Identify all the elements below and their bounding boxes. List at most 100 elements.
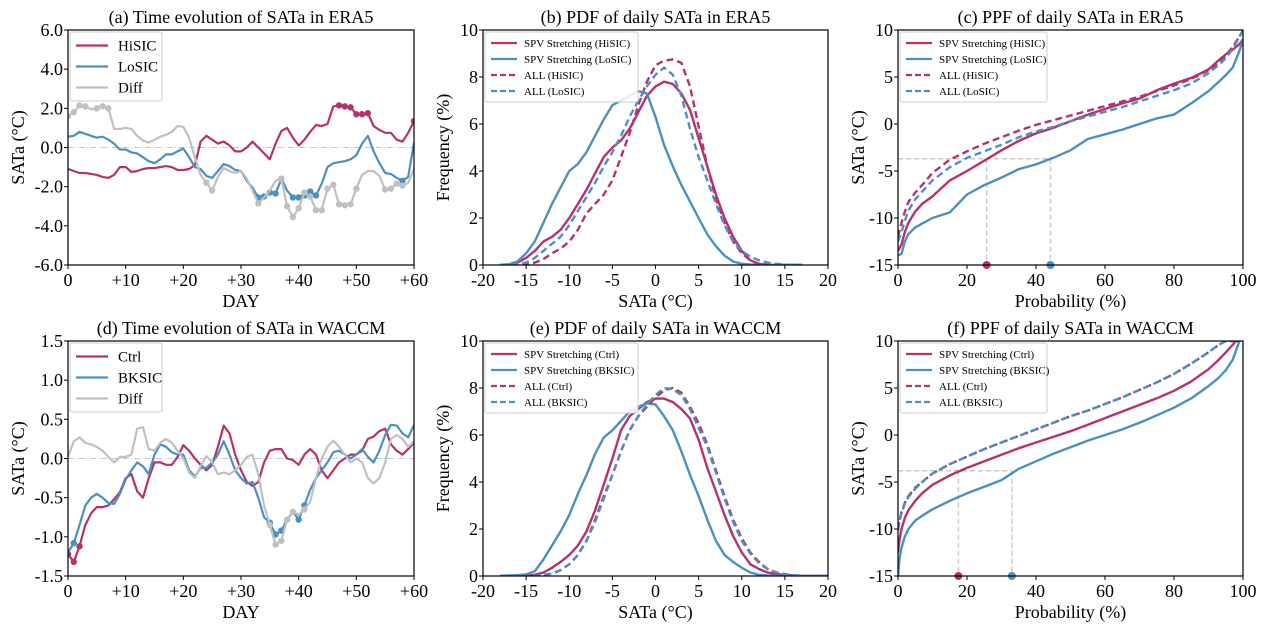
legend-label: SPV Stretching (LoSIC)	[524, 54, 632, 66]
series-line-spv-stretching-hisic-	[500, 80, 803, 265]
y-tick-label: 2	[469, 208, 478, 228]
x-tick-label: 20	[819, 581, 837, 601]
legend: SPV Stretching (HiSIC) SPV Stretching (Lo…	[484, 31, 639, 103]
y-tick-label: 6.0	[41, 20, 64, 40]
x-tick-label: 5	[694, 270, 703, 290]
significance-marker	[203, 179, 210, 186]
x-tick-label: 0	[64, 270, 73, 290]
x-tick-label: -20	[471, 581, 495, 601]
x-tick-label: +30	[227, 270, 255, 290]
significance-marker	[99, 103, 106, 110]
significance-marker	[347, 104, 354, 111]
significance-marker	[295, 194, 302, 201]
significance-marker	[289, 508, 297, 515]
significance-marker	[68, 112, 72, 120]
y-tick-label: 0.0	[41, 138, 64, 158]
x-tick-label: +60	[400, 270, 428, 290]
legend-label: SPV Stretching (HiSIC)	[524, 38, 630, 50]
significance-marker	[70, 109, 77, 116]
x-tick-label: 0	[894, 270, 903, 290]
significance-marker	[312, 206, 320, 214]
significance-marker	[93, 105, 101, 112]
y-tick-label: 10	[460, 331, 478, 351]
significance-marker	[76, 102, 83, 109]
legend: SPV Stretching (HiSIC) SPV Stretching (Lo…	[899, 31, 1048, 103]
significance-marker	[307, 188, 314, 195]
x-tick-label: 20	[958, 581, 976, 601]
x-tick-label: +50	[342, 270, 370, 290]
panel-c1: (c) PPF of daily SATa in ERA5 0 20 40 60 80 10…	[848, 7, 1257, 312]
y-tick-label: 8	[469, 378, 478, 398]
x-tick-label: +20	[169, 270, 197, 290]
significance-marker	[82, 103, 89, 110]
legend-label: ALL (LoSIC)	[939, 86, 1000, 98]
significance-marker	[381, 186, 389, 193]
legend-box	[484, 342, 639, 414]
significance-marker	[278, 537, 285, 544]
y-tick-label: 4.0	[41, 59, 64, 79]
y-tick-label: -15	[869, 566, 893, 586]
significance-marker	[353, 185, 360, 192]
x-tick-label: 20	[958, 270, 976, 290]
significance-marker	[307, 193, 314, 200]
x-tick-label: 15	[776, 270, 794, 290]
legend-label: Diff	[118, 81, 143, 97]
significance-marker	[301, 189, 308, 196]
chart-title: (b) PDF of daily SATa in ERA5	[541, 7, 771, 28]
significance-marker	[347, 201, 354, 208]
significance-marker	[283, 516, 291, 523]
series-line-spv-stretching-losic-	[898, 39, 1243, 257]
y-tick-label: 0	[469, 566, 478, 586]
y-tick-label: 2	[469, 519, 478, 539]
series-group	[500, 386, 828, 576]
y-tick-label: -5	[878, 161, 893, 181]
significance-marker	[278, 175, 285, 183]
x-tick-label: -15	[514, 270, 538, 290]
x-tick-label: 0	[651, 581, 660, 601]
axes-frame	[897, 340, 1244, 577]
y-tick-label: 0.0	[41, 449, 64, 469]
y-tick-label: 0	[469, 255, 478, 275]
y-tick-label: -10	[869, 208, 893, 228]
series-line-losic	[68, 130, 414, 199]
significance-marker	[341, 103, 348, 110]
y-tick-label: -4.0	[35, 216, 64, 236]
chart-title: (f) PPF of daily SATa in WACCM	[947, 318, 1193, 339]
series-line-all-bksic-	[500, 386, 828, 576]
x-tick-label: +40	[285, 270, 313, 290]
significance-marker	[324, 185, 331, 192]
y-tick-label: -6.0	[35, 255, 64, 275]
x-tick-label: -15	[514, 581, 538, 601]
y-tick-label: -2.0	[35, 177, 64, 197]
series-line-diff	[68, 104, 414, 219]
series-group	[68, 102, 414, 221]
significance-marker	[70, 558, 77, 566]
series-line-all-bksic-	[898, 341, 1240, 532]
x-tick-label: 60	[1096, 581, 1114, 601]
x-tick-label: 60	[1096, 270, 1114, 290]
axes-frame	[897, 29, 1244, 266]
significance-marker	[364, 110, 372, 117]
y-tick-label: -1.5	[35, 566, 64, 586]
panel-e: (e) PDF of daily SATa in WACCM -20 -15 -10 -…	[433, 318, 837, 623]
series-line-all-losic-	[898, 30, 1243, 242]
x-tick-label: 100	[1230, 270, 1257, 290]
significance-marker	[318, 206, 325, 214]
significance-marker	[272, 541, 279, 548]
significance-marker	[410, 117, 414, 125]
significance-marker	[289, 213, 297, 221]
significance-marker	[105, 105, 112, 112]
y-tick-label: 1.0	[41, 370, 64, 390]
legend-box	[899, 342, 1048, 414]
y-tick-label: 8	[469, 67, 478, 87]
x-tick-label: +10	[112, 270, 140, 290]
chart-title: (d) Time evolution of SATa in WACCM	[97, 318, 385, 339]
significance-marker	[266, 521, 274, 529]
legend-box	[484, 31, 639, 103]
y-tick-label: 2.0	[41, 98, 64, 118]
significance-marker	[255, 200, 262, 207]
legend-label: ALL (HiSIC)	[939, 70, 999, 82]
x-tick-label: 80	[1165, 581, 1183, 601]
series-line-diff	[68, 426, 414, 546]
